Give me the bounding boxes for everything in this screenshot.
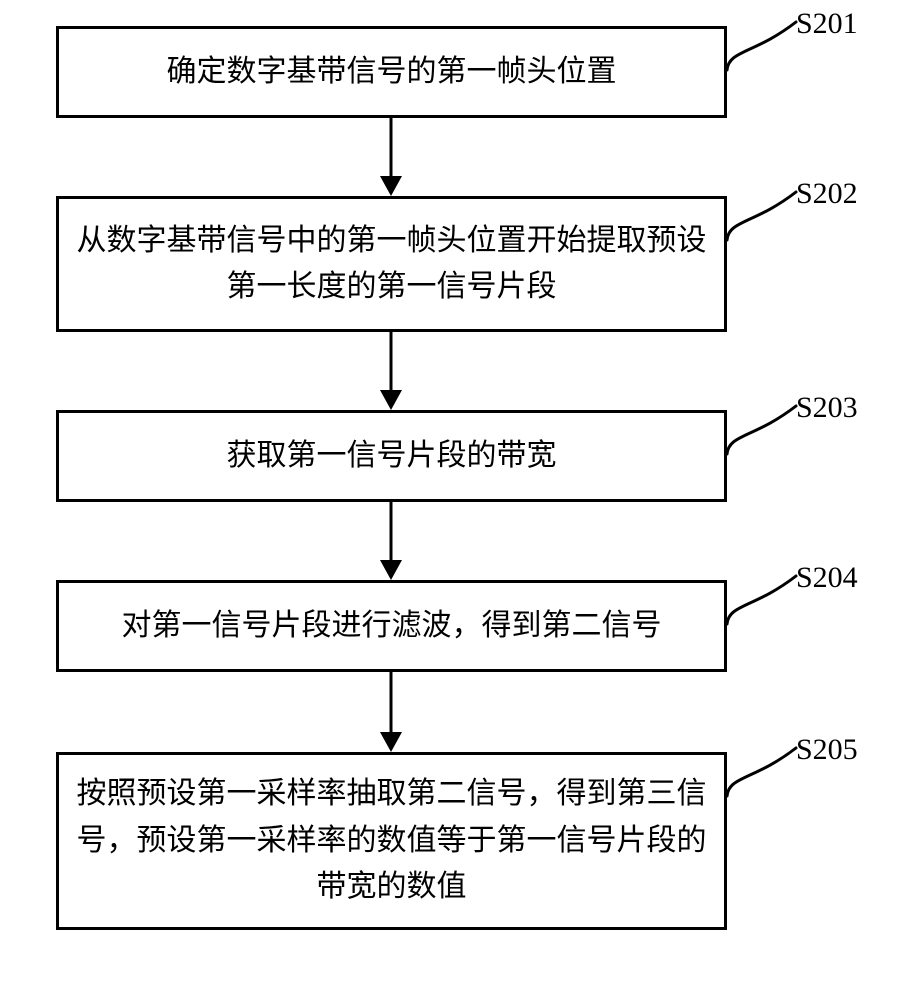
flow-node-n5: 按照预设第一采样率抽取第二信号，得到第三信号，预设第一采样率的数值等于第一信号片… xyxy=(56,752,727,930)
flow-arrow xyxy=(371,332,411,410)
step-label-s5: S205 xyxy=(796,733,858,767)
flowchart-canvas: 确定数字基带信号的第一帧头位置从数字基带信号中的第一帧头位置开始提取预设第一长度… xyxy=(0,0,899,1000)
flow-arrow xyxy=(371,118,411,196)
flow-arrow xyxy=(371,672,411,752)
flow-node-text: 从数字基带信号中的第一帧头位置开始提取预设第一长度的第一信号片段 xyxy=(73,218,710,311)
callout-arc xyxy=(727,746,800,802)
flow-node-text: 获取第一信号片段的带宽 xyxy=(73,433,710,480)
step-label-s4: S204 xyxy=(796,561,858,595)
step-label-s1: S201 xyxy=(796,7,858,41)
callout-arc xyxy=(727,20,800,76)
callout-arc xyxy=(727,574,800,630)
step-label-s3: S203 xyxy=(796,391,858,425)
step-label-s2: S202 xyxy=(796,177,858,211)
flow-arrow xyxy=(371,502,411,580)
flow-node-n1: 确定数字基带信号的第一帧头位置 xyxy=(56,26,727,118)
flow-node-text: 按照预设第一采样率抽取第二信号，得到第三信号，预设第一采样率的数值等于第一信号片… xyxy=(73,771,710,911)
flow-node-n2: 从数字基带信号中的第一帧头位置开始提取预设第一长度的第一信号片段 xyxy=(56,196,727,332)
flow-node-text: 对第一信号片段进行滤波，得到第二信号 xyxy=(73,603,710,650)
flow-node-text: 确定数字基带信号的第一帧头位置 xyxy=(73,49,710,96)
flow-node-n4: 对第一信号片段进行滤波，得到第二信号 xyxy=(56,580,727,672)
callout-arc xyxy=(727,190,800,246)
flow-node-n3: 获取第一信号片段的带宽 xyxy=(56,410,727,502)
callout-arc xyxy=(727,404,800,460)
